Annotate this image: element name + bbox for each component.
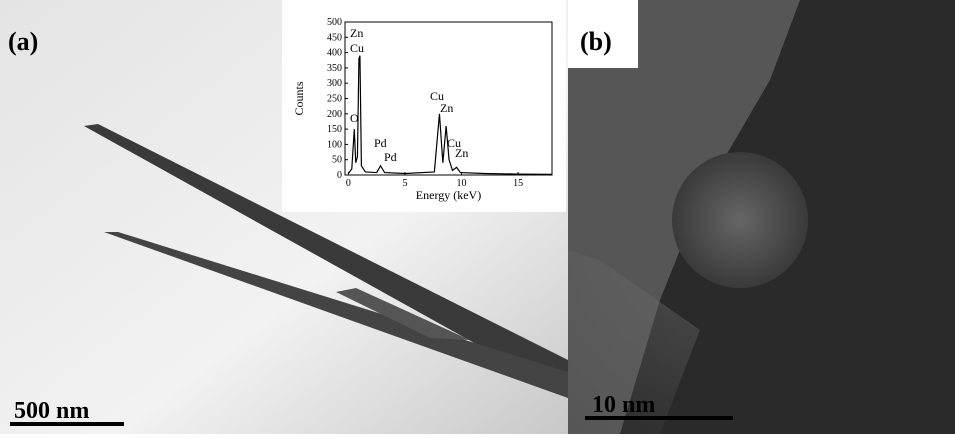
x-tick-label: 15 xyxy=(513,178,523,189)
y-tick-label: 0 xyxy=(337,170,342,181)
y-tick-label: 500 xyxy=(327,17,342,28)
x-tick-label: 0 xyxy=(346,178,351,189)
y-tick-label: 150 xyxy=(327,124,342,135)
x-tick-label: 5 xyxy=(402,178,407,189)
peak-label: Pd xyxy=(374,136,387,150)
inset-background xyxy=(282,0,566,212)
panel-label: (a) xyxy=(8,27,38,56)
nanoparticle xyxy=(672,152,808,288)
figure: (a) 500 nm 05010015020025030035040045050… xyxy=(0,0,955,434)
panel-a: (a) 500 nm 05010015020025030035040045050… xyxy=(0,0,568,434)
peak-label: Zn xyxy=(455,146,468,160)
y-tick-label: 200 xyxy=(327,109,342,120)
peak-label: Pd xyxy=(384,150,397,164)
panel-b: (b) 10 nm xyxy=(568,0,955,434)
peak-label: Zn xyxy=(440,101,453,115)
peak-label: Cu xyxy=(350,41,364,55)
scale-bar-label: 10 nm xyxy=(592,392,655,418)
page: {"panels": [{"label": "(a)", "scale_bar"… xyxy=(0,0,955,434)
peak-label: Zn xyxy=(350,26,363,40)
y-tick-label: 400 xyxy=(327,48,342,59)
peak-label: O xyxy=(350,111,359,125)
y-tick-label: 50 xyxy=(332,155,342,166)
y-tick-label: 300 xyxy=(327,78,342,89)
y-tick-label: 100 xyxy=(327,139,342,150)
y-tick-label: 350 xyxy=(327,63,342,74)
scale-bar-label: 500 nm xyxy=(14,398,89,424)
y-tick-label: 450 xyxy=(327,32,342,43)
y-tick-label: 250 xyxy=(327,94,342,105)
panel-label: (b) xyxy=(580,27,612,56)
y-axis-label: Counts xyxy=(292,81,306,115)
x-axis-label: Energy (keV) xyxy=(416,188,481,202)
